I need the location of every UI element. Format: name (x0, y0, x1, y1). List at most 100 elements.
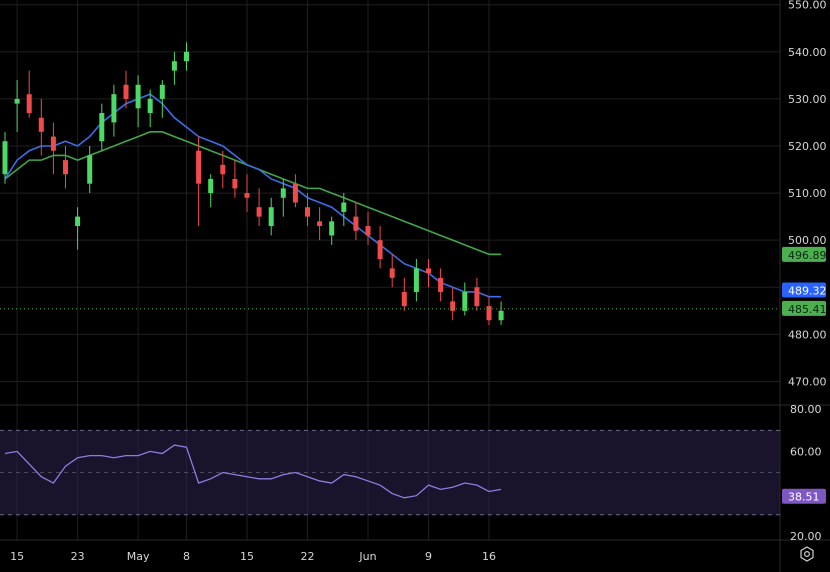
time-tick-label: 9 (425, 550, 432, 563)
candle-body (50, 136, 56, 151)
time-tick-label: 8 (183, 550, 190, 563)
candle-body (268, 207, 274, 227)
candle[interactable] (292, 174, 298, 208)
candle[interactable] (280, 178, 286, 217)
candle[interactable] (486, 296, 492, 325)
candle[interactable] (462, 282, 468, 316)
time-axis[interactable]: 15 23 May 8 15 22 Jun 9 16 (10, 550, 496, 563)
price-badge: 496.89 (782, 246, 827, 262)
rsi-tick-label: 60.00 (790, 445, 822, 458)
candle[interactable] (123, 70, 129, 109)
candle[interactable] (256, 188, 262, 227)
candle[interactable] (365, 211, 371, 245)
candle-body (75, 216, 81, 227)
candle-body (2, 141, 8, 175)
candle[interactable] (184, 42, 189, 71)
price-tick-label: 520.00 (788, 140, 827, 153)
candle[interactable] (329, 216, 335, 245)
candle[interactable] (135, 75, 141, 128)
price-tick-label: 550.00 (788, 0, 827, 12)
candle[interactable] (438, 268, 444, 302)
price-badge: 485.41 (782, 300, 827, 316)
price-axis[interactable]: 470.00480.00490.00500.00510.00520.00530.… (788, 0, 827, 388)
candle[interactable] (244, 174, 250, 212)
candle-body (147, 98, 153, 114)
candle-body (450, 301, 456, 311)
price-badge: 489.32 (782, 282, 827, 298)
rsi-line (4, 444, 502, 499)
candle-body (171, 61, 177, 71)
candle-body (329, 221, 335, 236)
candle[interactable] (220, 150, 226, 189)
candle-body (159, 84, 165, 99)
candle[interactable] (413, 259, 419, 302)
candle-body (498, 310, 504, 321)
candle[interactable] (341, 193, 347, 227)
candle[interactable] (75, 207, 81, 250)
candle[interactable] (305, 193, 310, 227)
candle-body (426, 268, 431, 274)
candle-body (135, 84, 141, 109)
rsi-band-fill (0, 430, 780, 515)
candle[interactable] (268, 197, 274, 236)
price-tick-label: 510.00 (788, 187, 827, 200)
candle-body (474, 287, 480, 307)
rsi-panel (0, 429, 780, 516)
time-tick-label: 23 (71, 550, 85, 563)
price-tick-label: 480.00 (788, 328, 827, 341)
candle[interactable] (389, 254, 395, 288)
candle[interactable] (50, 122, 56, 175)
candle-body (353, 216, 359, 231)
badge-value: 38.51 (788, 491, 820, 504)
time-tick-label: 16 (482, 550, 496, 563)
price-badges: 496.89 489.32 485.41 38.51 (782, 246, 827, 504)
candle-body (377, 240, 383, 260)
candle[interactable] (426, 259, 431, 288)
price-tick-label: 500.00 (788, 234, 827, 247)
price-tick-label: 470.00 (788, 375, 827, 388)
candle-body (292, 183, 298, 203)
candle[interactable] (147, 89, 153, 128)
candle[interactable] (99, 103, 105, 151)
price-tick-label: 540.00 (788, 46, 827, 59)
candle[interactable] (232, 160, 238, 198)
candle-body (256, 207, 262, 217)
rsi-series[interactable] (4, 444, 502, 499)
time-tick-label: 15 (240, 550, 254, 563)
candle-body (38, 117, 44, 132)
candle[interactable] (159, 80, 165, 118)
candle[interactable] (38, 98, 44, 156)
badge-value: 496.89 (788, 249, 827, 262)
candle-body (99, 113, 105, 142)
settings-gear-icon[interactable] (800, 546, 814, 562)
candle[interactable] (14, 80, 20, 132)
price-series[interactable] (0, 42, 780, 325)
candle[interactable] (450, 287, 456, 321)
price-tick-label: 530.00 (788, 93, 827, 106)
candle-body (280, 188, 286, 198)
candle[interactable] (377, 226, 383, 269)
candle[interactable] (208, 174, 214, 208)
candle[interactable] (196, 136, 202, 227)
candle[interactable] (171, 51, 177, 85)
candle[interactable] (474, 277, 480, 311)
candle[interactable] (2, 131, 8, 184)
candle-body (220, 164, 226, 175)
candle-body (244, 193, 250, 198)
candle[interactable] (498, 301, 504, 325)
candle[interactable] (111, 84, 117, 137)
candle-body (232, 178, 238, 189)
candle[interactable] (63, 145, 68, 189)
candle[interactable] (26, 70, 32, 118)
candle-body (208, 178, 214, 194)
candle[interactable] (317, 207, 323, 241)
time-tick-label: 22 (301, 550, 315, 563)
candle-body (184, 51, 189, 62)
candle[interactable] (353, 202, 359, 241)
candle[interactable] (87, 145, 93, 194)
rsi-badge: 38.51 (782, 488, 826, 504)
time-tick-label: May (127, 550, 150, 563)
candle[interactable] (401, 277, 407, 311)
candle-body (341, 202, 347, 212)
